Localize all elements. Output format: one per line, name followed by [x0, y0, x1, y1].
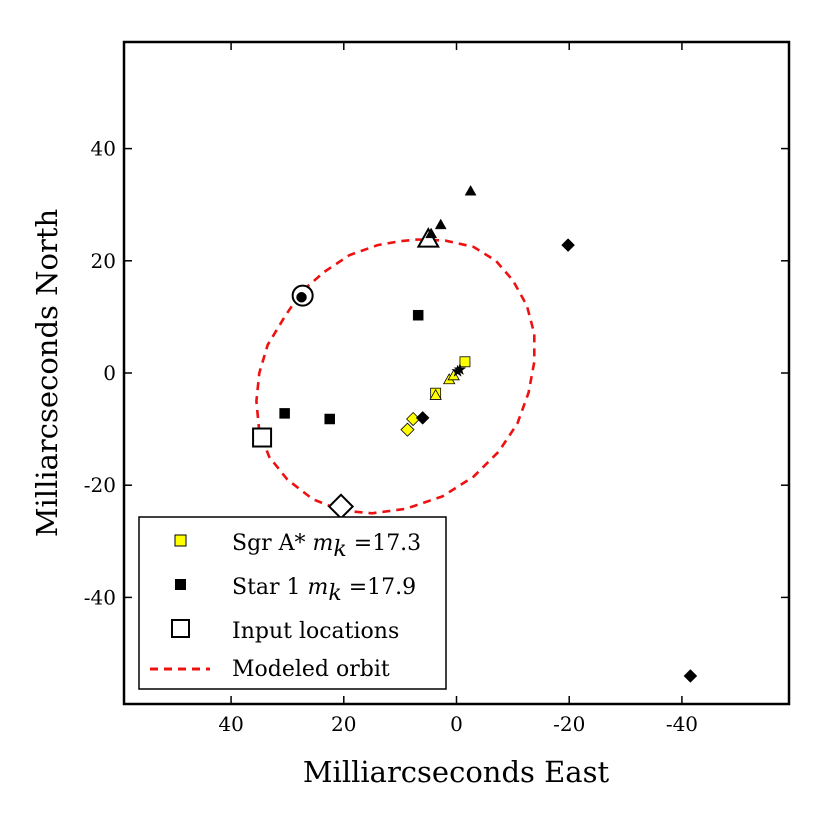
legend-star-name: Star 1	[232, 575, 308, 600]
x-tick-label-1: 20	[331, 712, 356, 736]
y-tick-label-2: 0	[103, 361, 116, 385]
sgr-point-0	[459, 356, 471, 368]
legend-box	[138, 516, 447, 690]
sgr-point-2	[429, 388, 442, 400]
y-tick-label-4: -40	[84, 585, 116, 609]
input-point-2	[252, 427, 273, 448]
legend-marker-star	[175, 579, 186, 590]
legend-entry-input: Input locations	[171, 619, 399, 644]
star-point-0	[296, 292, 307, 303]
x-tick-label-4: -40	[666, 712, 698, 736]
sgr-point-6	[400, 422, 415, 437]
y-axis-label: Milliarcseconds North	[30, 209, 64, 537]
star-point-11	[453, 362, 467, 376]
legend-label-star: Star 1 mk =17.9	[232, 575, 416, 606]
legend-star-sub: k	[328, 581, 341, 606]
sgr-point-4	[447, 369, 460, 381]
star-point-2	[279, 408, 290, 419]
legend-star-math: m	[308, 575, 329, 600]
legend-sgr-name: Sgr A*	[232, 531, 313, 556]
x-tick-label-3: -20	[553, 712, 585, 736]
legend: Sgr A* mk =17.3 Star 1 mk =17.9 Input lo…	[138, 516, 447, 690]
star-point-1	[412, 309, 424, 321]
star-point-6	[425, 227, 438, 239]
legend-entry-star: Star 1 mk =17.9	[175, 575, 416, 606]
legend-entry-sgr: Sgr A* mk =17.3	[174, 531, 421, 562]
axis-ticks: 40 20 0 -20 -40 40 20 0 -20 -40	[84, 42, 789, 736]
legend-label-input: Input locations	[232, 619, 399, 644]
legend-label-sgr: Sgr A* mk =17.3	[232, 531, 421, 562]
star-point-3	[324, 413, 335, 425]
y-tick-label-0: 40	[91, 137, 116, 161]
x-tick-label-2: 0	[450, 712, 463, 736]
x-axis-label: Milliarcseconds East	[303, 755, 610, 789]
x-tick-label-0: 40	[218, 712, 243, 736]
points-layer	[252, 184, 698, 683]
legend-sgr-sub: k	[333, 537, 346, 562]
y-tick-label-1: 20	[91, 249, 116, 273]
star-point-9	[683, 669, 698, 683]
legend-entry-orbit: Modeled orbit	[150, 657, 390, 682]
star-point-5	[434, 218, 447, 230]
plot-frame	[122, 40, 791, 706]
legend-sgr-math: m	[313, 531, 334, 556]
legend-star-value: =17.9	[342, 575, 416, 600]
legend-label-orbit: Modeled orbit	[232, 657, 390, 682]
legend-sgr-value: =17.3	[347, 531, 421, 556]
y-tick-label-3: -20	[84, 473, 116, 497]
legend-marker-input	[171, 619, 190, 638]
star-point-8	[415, 411, 430, 425]
star-point-4	[464, 184, 477, 196]
legend-marker-sgr	[174, 534, 187, 547]
star-point-7	[561, 238, 575, 252]
